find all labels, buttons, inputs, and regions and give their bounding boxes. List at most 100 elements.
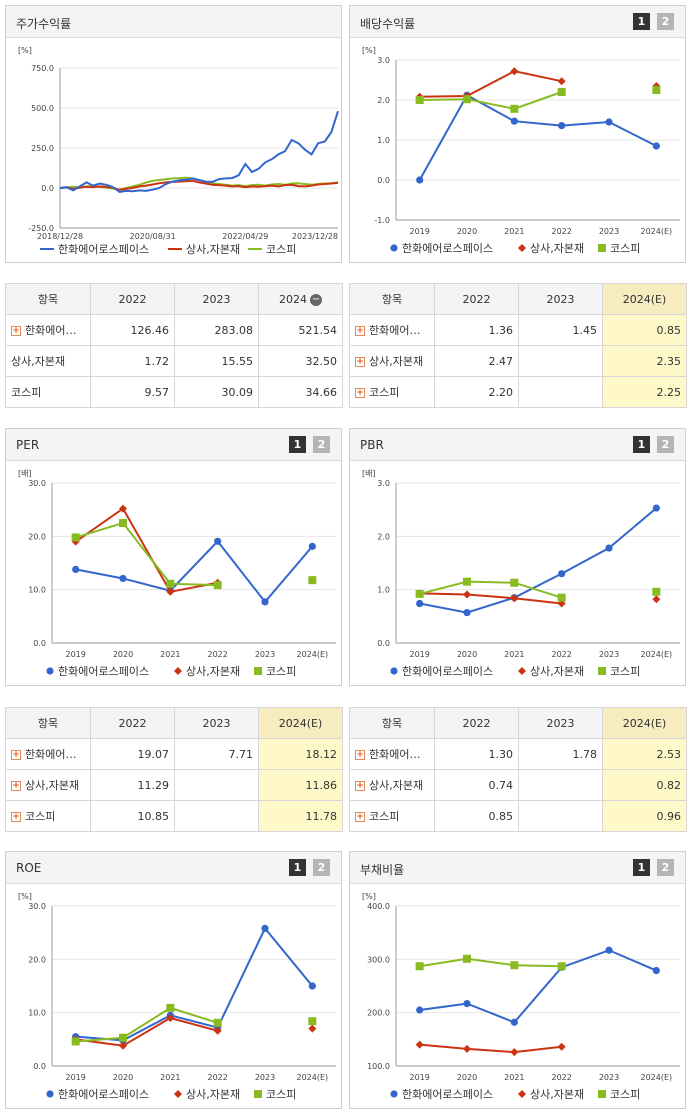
- unit-label: [%]: [18, 46, 32, 55]
- expand-icon[interactable]: +: [355, 750, 365, 760]
- legend-label: 한화에어로스페이스: [402, 242, 493, 255]
- y-tick-label: 2.0: [377, 96, 390, 105]
- collapse-icon[interactable]: −: [310, 293, 322, 306]
- data-point: [510, 594, 519, 603]
- col-header-2023: 2023: [174, 283, 259, 315]
- y-tick-label: 10.0: [28, 1009, 46, 1018]
- row-name[interactable]: + 한화에어…: [5, 738, 91, 770]
- panel-title: 주가수익률: [16, 17, 72, 31]
- page-1-button[interactable]: 1: [633, 859, 650, 876]
- row-label: 상사,자본재: [11, 355, 66, 368]
- stock-return-table: 항목 2022 2023 2024− + 한화에어… 126.46 283.08 521…: [5, 283, 343, 408]
- page-2-button[interactable]: 2: [657, 859, 674, 876]
- page-1-button[interactable]: 1: [633, 436, 650, 453]
- legend-marker: [254, 667, 262, 675]
- data-point: [416, 599, 424, 608]
- per-chart: [배]30.0 20.0 10.0 0.0 2019 2020 2021 2022 2023 20…: [18, 469, 336, 678]
- series-line: [419, 91, 563, 110]
- y-tick-label: -1.0: [374, 216, 390, 225]
- cell-value: 0.85: [434, 800, 519, 832]
- y-tick-label: 30.0: [28, 479, 46, 488]
- page-2-button[interactable]: 2: [313, 859, 330, 876]
- unit-label: [%]: [362, 46, 376, 55]
- data-point: [652, 595, 661, 604]
- table-row: + 상사,자본재 11.29 11.86: [5, 769, 343, 801]
- legend-label: 상사,자본재: [530, 242, 584, 255]
- expand-icon[interactable]: +: [355, 812, 365, 822]
- table-row: + 한화에어… 126.46 283.08 521.54: [5, 314, 343, 346]
- data-point: [166, 579, 175, 588]
- x-tick-label: 2022/04/29: [222, 232, 268, 241]
- legend-marker: [46, 1090, 54, 1098]
- expand-icon[interactable]: +: [355, 326, 365, 336]
- pbr-chart: [배]3.0 2.0 1.0 0.0 2019 2020 2021 2022 2023 2024(…: [362, 469, 680, 678]
- page-1-button[interactable]: 1: [289, 436, 306, 453]
- row-name[interactable]: + 코스피: [349, 800, 435, 832]
- row-label: 한화에어…: [369, 324, 421, 337]
- row-name[interactable]: + 상사,자본재: [5, 769, 91, 801]
- cell-value: 0.82: [602, 769, 687, 801]
- x-tick-label: 2024(E): [641, 650, 673, 659]
- data-point: [308, 1017, 317, 1026]
- row-name[interactable]: + 코스피: [5, 800, 91, 832]
- panel-header: PER 1 2: [6, 429, 341, 461]
- cell-value: 2.53: [602, 738, 687, 770]
- cell-value: 1.45: [518, 314, 603, 346]
- cell-value: 1.72: [90, 345, 175, 377]
- series-line: [75, 539, 314, 604]
- y-tick-label: 200.0: [367, 1009, 390, 1018]
- page-2-button[interactable]: 2: [313, 436, 330, 453]
- page-1-button[interactable]: 1: [633, 13, 650, 30]
- x-tick-label: 2019: [409, 650, 429, 659]
- row-label: 코스피: [369, 810, 400, 823]
- row-name[interactable]: + 한화에어…: [349, 738, 435, 770]
- page-2-button[interactable]: 2: [657, 13, 674, 30]
- per-table: 항목 2022 2023 2024(E) + 한화에어… 19.07 7.71 18.1…: [5, 707, 343, 832]
- data-point: [119, 1041, 127, 1050]
- table-row: + 한화에어… 1.30 1.78 2.53: [349, 738, 687, 770]
- x-tick-label: 2019: [65, 1073, 85, 1082]
- cell-value: 0.96: [602, 800, 687, 832]
- data-point: [72, 565, 80, 573]
- expand-icon[interactable]: +: [11, 812, 21, 822]
- page-2-button[interactable]: 2: [657, 436, 674, 453]
- data-point: [214, 537, 222, 545]
- data-point: [415, 1040, 424, 1049]
- col-header-2024: 2024−: [258, 283, 343, 315]
- row-name[interactable]: + 상사,자본재: [349, 769, 435, 801]
- x-tick-label: 2024(E): [641, 227, 673, 236]
- x-tick-label: 2023: [255, 650, 275, 659]
- cell-value: 18.12: [258, 738, 343, 770]
- cell-value: 126.46: [90, 314, 175, 346]
- table-row: + 한화에어… 1.36 1.45 0.85: [349, 314, 687, 346]
- legend-label: 한화에어로스페이스: [58, 665, 149, 678]
- expand-icon[interactable]: +: [11, 750, 21, 760]
- col-header-2024-label: 2024: [279, 292, 307, 306]
- col-header-2022: 2022: [90, 707, 175, 739]
- data-point: [652, 587, 661, 596]
- row-name[interactable]: + 상사,자본재: [349, 345, 435, 377]
- row-name[interactable]: + 한화에어…: [349, 314, 435, 346]
- panel-title: PBR: [360, 438, 384, 452]
- legend-label: 상사,자본재: [186, 665, 240, 678]
- row-label: 한화에어…: [25, 324, 77, 337]
- expand-icon[interactable]: +: [355, 781, 365, 791]
- expand-icon[interactable]: +: [11, 781, 21, 791]
- cell-value: 0.74: [434, 769, 519, 801]
- expand-icon[interactable]: +: [355, 357, 365, 367]
- data-point: [510, 104, 519, 113]
- data-point: [605, 946, 613, 954]
- page-1-button[interactable]: 1: [289, 859, 306, 876]
- data-point: [308, 1024, 317, 1033]
- series-line: [419, 507, 657, 614]
- expand-icon[interactable]: +: [11, 326, 21, 336]
- expand-icon[interactable]: +: [355, 388, 365, 398]
- table-row: 코스피 9.57 30.09 34.66: [5, 376, 343, 408]
- row-name[interactable]: + 코스피: [349, 376, 435, 408]
- data-point: [308, 542, 316, 550]
- legend-marker: [390, 244, 398, 252]
- series-line: [419, 1043, 562, 1054]
- cell-value: 1.36: [434, 314, 519, 346]
- row-name[interactable]: + 한화에어…: [5, 314, 91, 346]
- series-line: [418, 93, 657, 181]
